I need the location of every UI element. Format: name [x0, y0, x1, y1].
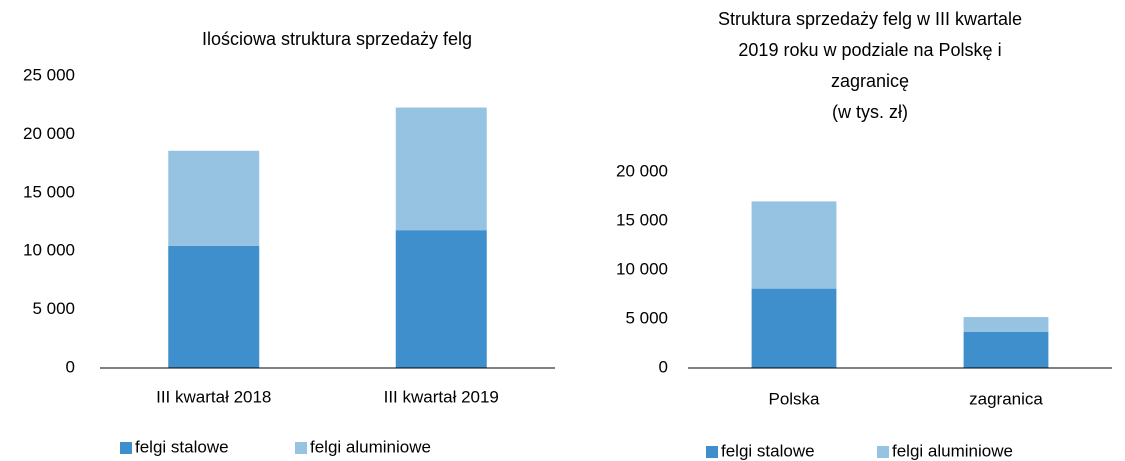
y-tick-label: 5 000 — [625, 308, 668, 327]
bar-segment — [751, 201, 837, 289]
y-tick-label: 0 — [659, 357, 668, 376]
legend-swatch — [295, 442, 307, 454]
chart-title: Struktura sprzedaży felg w III kwartale — [718, 9, 1022, 29]
chart-title: zagranicę — [831, 71, 909, 91]
legend-label: felgi aluminiowe — [310, 437, 431, 456]
legend-swatch — [877, 446, 889, 458]
y-tick-label: 5 000 — [32, 299, 75, 318]
y-tick-label: 10 000 — [616, 259, 668, 278]
bar-segment — [395, 107, 487, 231]
bar-segment — [751, 288, 837, 368]
bar-segment — [168, 245, 260, 368]
y-tick-label: 10 000 — [23, 241, 75, 260]
x-tick-label: zagranica — [969, 389, 1043, 408]
legend-swatch — [706, 446, 718, 458]
y-tick-label: 20 000 — [23, 124, 75, 143]
y-tick-label: 25 000 — [23, 65, 75, 84]
y-tick-label: 0 — [66, 357, 75, 376]
legend-label: felgi stalowe — [135, 437, 229, 456]
y-tick-label: 15 000 — [616, 210, 668, 229]
legend-swatch — [120, 442, 132, 454]
chart-title: (w tys. zł) — [832, 102, 908, 122]
x-tick-label: III kwartał 2019 — [384, 387, 499, 406]
bar-segment — [395, 230, 487, 368]
y-tick-label: 15 000 — [23, 182, 75, 201]
chart-title: Ilościowa struktura sprzedaży felg — [202, 29, 472, 49]
bar-segment — [963, 317, 1049, 332]
x-tick-label: Polska — [768, 389, 820, 408]
legend-label: felgi aluminiowe — [892, 441, 1013, 460]
x-tick-label: III kwartał 2018 — [156, 387, 271, 406]
y-tick-label: 20 000 — [616, 161, 668, 180]
chart-title: 2019 roku w podziale na Polskę i — [738, 40, 1001, 60]
bar-segment — [168, 150, 260, 246]
bar-segment — [963, 331, 1049, 368]
legend-label: felgi stalowe — [721, 441, 815, 460]
